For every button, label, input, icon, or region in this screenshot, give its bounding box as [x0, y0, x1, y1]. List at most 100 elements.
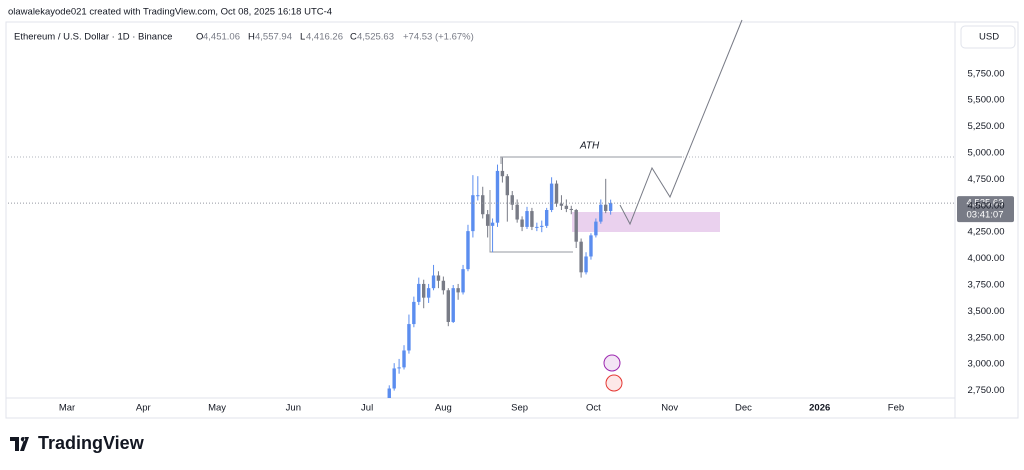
candle-body: [431, 275, 436, 289]
candle-body: [594, 221, 598, 236]
candle-body: [402, 350, 406, 368]
x-tick-label: Apr: [136, 403, 151, 414]
candle-body: [456, 288, 460, 293]
candle-body: [608, 203, 613, 211]
candle-body: [549, 183, 554, 210]
legend-o-label: O: [196, 32, 203, 43]
candle-body: [436, 275, 441, 281]
brand-logo: TradingView: [10, 433, 145, 453]
candle-body: [554, 183, 559, 204]
candle-body: [476, 195, 480, 197]
x-tick-label: Jul: [361, 403, 373, 414]
candle-body: [525, 211, 529, 227]
candle-body: [481, 195, 485, 215]
x-tick-label: Aug: [435, 403, 452, 414]
candle-body: [461, 269, 465, 293]
candle-body: [490, 222, 495, 226]
legend-h-label: H: [248, 32, 255, 43]
x-tick-label: Dec: [735, 403, 752, 414]
x-tick-label: Oct: [586, 403, 601, 414]
candle-body: [471, 195, 475, 232]
candle-body: [500, 170, 505, 177]
brand-icon: [10, 437, 29, 451]
ath-line: [500, 156, 682, 164]
range-drawing: [489, 190, 573, 253]
candle-body: [569, 208, 573, 210]
header: olawalekayode021 created with TradingVie…: [8, 7, 332, 18]
candle-body: [407, 324, 411, 351]
candle-body: [446, 290, 450, 322]
candle-body: [544, 210, 549, 226]
y-tick-label: 4,500.00: [968, 200, 1005, 211]
y-tick-label: 5,250.00: [968, 121, 1005, 132]
event-icon[interactable]: [603, 354, 621, 372]
y-tick-label: 4,750.00: [968, 174, 1005, 185]
y-tick-label: 5,500.00: [968, 95, 1005, 106]
x-tick-label: May: [208, 403, 226, 414]
candle-body: [589, 235, 593, 257]
candle-body: [421, 283, 426, 298]
candle-body: [599, 204, 603, 222]
candle-body: [417, 283, 421, 302]
legend-close: 4,525.63: [357, 32, 394, 43]
event-icon[interactable]: [605, 374, 623, 392]
x-tick-label: Feb: [888, 403, 904, 414]
candle-body: [426, 288, 431, 298]
candle-body: [510, 195, 514, 205]
candle-body: [397, 367, 401, 369]
ohlc-legend: O 4,451.06 H 4,557.94 L 4,416.26 C 4,525…: [196, 32, 474, 43]
candle-body: [530, 211, 534, 227]
x-tick-label: Nov: [661, 403, 678, 414]
chart-frame: [5, 21, 1019, 419]
y-tick-label: 5,000.00: [968, 147, 1005, 158]
y-tick-label: 3,500.00: [968, 306, 1005, 317]
x-tick-label: Mar: [59, 403, 75, 414]
candle-body: [451, 288, 455, 322]
candle-body: [485, 214, 490, 226]
legend-open: 4,451.06: [203, 32, 240, 43]
candle-body: [540, 225, 544, 227]
currency: USD: [979, 32, 999, 43]
candle-body: [564, 205, 569, 209]
legend-l-label: L: [300, 32, 305, 43]
candle-body: [584, 256, 588, 273]
y-tick-label: 5,750.00: [968, 68, 1005, 79]
candle-body: [441, 280, 446, 291]
last-price-box: [957, 196, 1014, 223]
x-tick-label: Sep: [511, 403, 528, 414]
symbol: Ethereum / U.S. Dollar · 1D · Binance: [14, 32, 172, 43]
legend-high: 4,557.94: [255, 32, 292, 43]
candle-body: [535, 226, 539, 228]
y-tick-label: 4,000.00: [968, 253, 1005, 264]
last-price-label: 4,525.63: [967, 198, 1004, 209]
candle-body: [466, 231, 470, 270]
countdown: 03:41:07: [967, 210, 1004, 221]
candle-body: [574, 210, 578, 242]
candle-body: [579, 241, 583, 273]
legend-change: +74.53 (+1.67%): [403, 32, 474, 43]
y-tick-label: 3,000.00: [968, 359, 1005, 370]
demand-zone: [572, 212, 720, 232]
x-tick-label: 2026: [809, 403, 830, 414]
candle-body: [505, 176, 510, 196]
y-tick-label: 4,250.00: [968, 227, 1005, 238]
brand-name: TradingView: [38, 433, 145, 453]
candle-body: [412, 301, 416, 325]
candle-body: [495, 170, 500, 223]
y-tick-label: 2,750.00: [968, 385, 1005, 396]
legend-c-label: C: [350, 32, 357, 43]
candle-body: [515, 204, 519, 220]
y-tick-label: 3,250.00: [968, 332, 1005, 343]
candle-body: [387, 388, 391, 398]
candle-body: [604, 204, 608, 211]
candle-body: [559, 203, 564, 206]
legend-low: 4,416.26: [306, 32, 343, 43]
projection-path: [619, 19, 743, 226]
currency-button[interactable]: [960, 25, 1016, 49]
x-tick-label: Jun: [286, 403, 301, 414]
candle-body: [392, 368, 396, 389]
y-tick-label: 3,750.00: [968, 280, 1005, 291]
ath-label: ATH: [579, 141, 600, 152]
